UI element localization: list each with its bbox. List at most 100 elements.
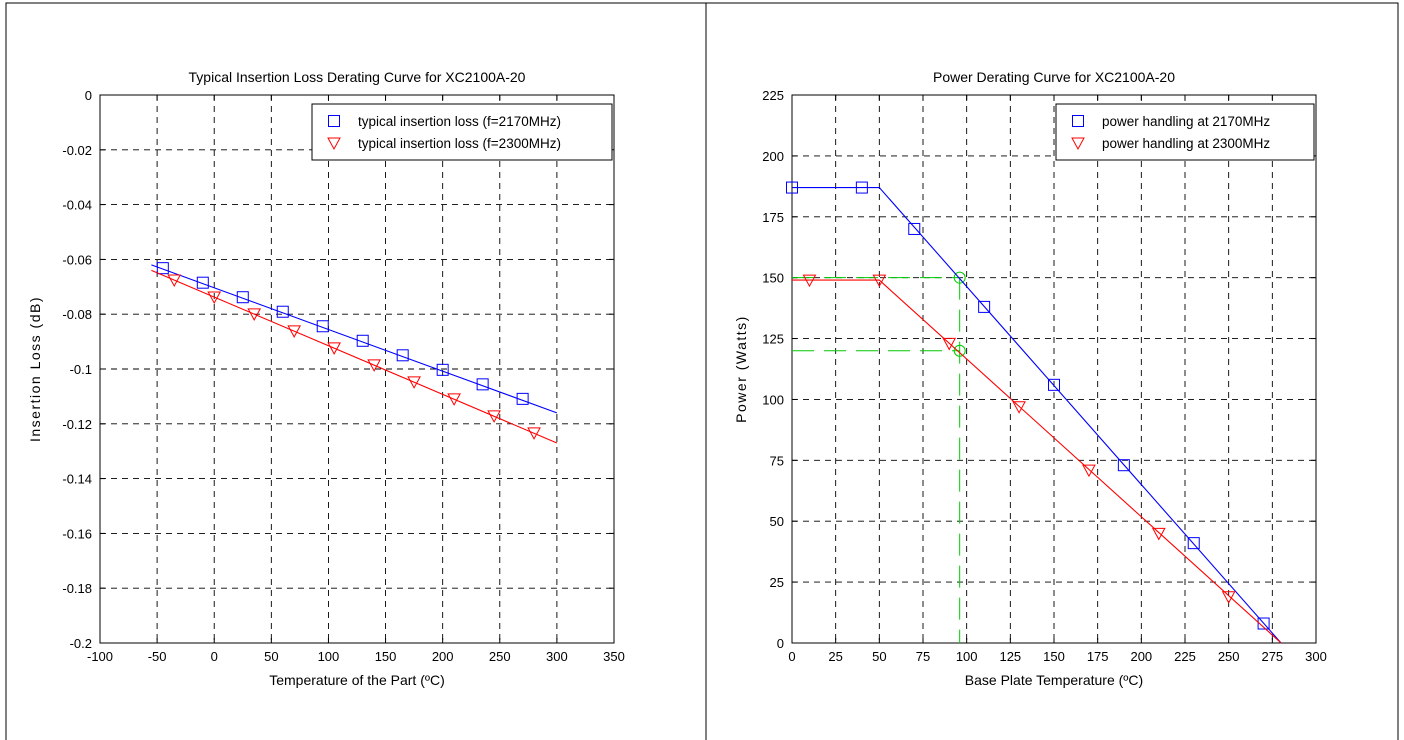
series-1-marker bbox=[316, 320, 329, 333]
series-2-marker bbox=[1151, 527, 1166, 541]
series-1-marker bbox=[516, 392, 529, 405]
x-tick-label: 50 bbox=[872, 649, 886, 664]
legend-entry: typical insertion loss (f=2300MHz) bbox=[358, 136, 561, 151]
series-2-marker bbox=[802, 274, 817, 288]
series-2-marker bbox=[1012, 401, 1026, 414]
x-tick-label: 50 bbox=[264, 649, 278, 664]
series-2-marker bbox=[447, 393, 461, 406]
x-tick-label: 75 bbox=[916, 649, 930, 664]
y-tick-label: -0.08 bbox=[62, 307, 92, 322]
x-tick-label: 250 bbox=[489, 649, 511, 664]
series-2-marker bbox=[247, 308, 262, 321]
x-axis-title: Base Plate Temperature (ºC) bbox=[965, 672, 1143, 688]
series-1-marker bbox=[908, 222, 921, 235]
series-2-marker bbox=[487, 410, 501, 423]
series-line-1 bbox=[792, 187, 1282, 644]
y-axis-title: Power (Watts) bbox=[733, 315, 749, 423]
y-tick-label: 200 bbox=[762, 149, 784, 164]
y-tick-label: 0 bbox=[777, 636, 784, 651]
series-1-marker bbox=[156, 262, 169, 275]
series-1-marker bbox=[978, 300, 991, 313]
series-2-marker bbox=[407, 376, 421, 389]
y-tick-label: 150 bbox=[762, 271, 784, 286]
x-tick-label: 175 bbox=[1087, 649, 1109, 664]
power-derating-chart: 0 25 50 75 100 125 150 175 200 225 250 275 300 0 25 50 7… bbox=[733, 69, 1327, 688]
series-1-marker bbox=[1187, 537, 1200, 550]
legend-marker bbox=[1072, 115, 1084, 127]
series-line-2 bbox=[151, 269, 558, 444]
series-2-marker bbox=[942, 337, 957, 351]
x-tick-label: 125 bbox=[999, 649, 1021, 664]
outer-border bbox=[5, 2, 1399, 740]
x-tick-label: 200 bbox=[1130, 649, 1152, 664]
y-tick-label: 225 bbox=[762, 88, 784, 103]
y-tick-label: -0.16 bbox=[62, 526, 92, 541]
x-tick-label: 200 bbox=[432, 649, 454, 664]
series-2-marker bbox=[167, 274, 182, 287]
y-tick-label: -0.04 bbox=[62, 198, 92, 213]
series-1-marker bbox=[196, 276, 209, 289]
y-tick-label: -0.18 bbox=[62, 581, 92, 596]
legend-marker bbox=[328, 115, 340, 127]
y-tick-label: 125 bbox=[762, 332, 784, 347]
legend-entry: power handling at 2300MHz bbox=[1102, 136, 1270, 151]
y-tick-label: -0.06 bbox=[62, 252, 92, 267]
x-tick-label: 0 bbox=[211, 649, 218, 664]
legend-box bbox=[311, 103, 613, 161]
series-line-1 bbox=[151, 264, 558, 414]
y-tick-label: 0 bbox=[85, 88, 92, 103]
series-1-marker bbox=[855, 181, 868, 194]
legend-box bbox=[1055, 103, 1315, 161]
series-1-marker bbox=[276, 305, 289, 318]
y-tick-label: -0.2 bbox=[70, 636, 92, 651]
y-tick-label: -0.14 bbox=[62, 472, 92, 487]
x-tick-label: 250 bbox=[1218, 649, 1240, 664]
y-tick-label: -0.12 bbox=[62, 417, 92, 432]
guide-circle bbox=[953, 271, 966, 284]
y-tick-label: 100 bbox=[762, 392, 784, 407]
y-tick-label: -0.1 bbox=[70, 362, 92, 377]
x-tick-label: 350 bbox=[603, 649, 625, 664]
legend-entry: typical insertion loss (f=2170MHz) bbox=[358, 114, 561, 129]
chart-title: Typical Insertion Loss Derating Curve fo… bbox=[189, 69, 526, 85]
x-tick-label: 275 bbox=[1261, 649, 1283, 664]
y-tick-label: 50 bbox=[770, 514, 784, 529]
y-axis-title: Insertion Loss (dB) bbox=[27, 296, 43, 442]
x-tick-label: 225 bbox=[1174, 649, 1196, 664]
guide-circle bbox=[953, 344, 966, 357]
series-2-marker bbox=[287, 325, 302, 338]
series-1-marker bbox=[1117, 459, 1130, 472]
insertion-loss-chart: -100 -50 0 50 100 150 200 250 300 350 0 -0.02 -0.04 -… bbox=[27, 69, 625, 688]
y-tick-label: 175 bbox=[762, 210, 784, 225]
x-tick-label: 100 bbox=[956, 649, 978, 664]
series-1-marker bbox=[786, 181, 798, 194]
chart-title: Power Derating Curve for XC2100A-20 bbox=[933, 69, 1175, 85]
series-2-marker bbox=[1082, 464, 1096, 478]
legend-marker bbox=[1071, 137, 1085, 151]
series-1-marker bbox=[1048, 378, 1060, 391]
series-1-marker bbox=[476, 378, 489, 391]
legend-entry: power handling at 2170MHz bbox=[1102, 114, 1270, 129]
series-2-marker bbox=[527, 427, 541, 440]
series-2-marker bbox=[207, 291, 222, 304]
series-1-marker bbox=[1257, 617, 1270, 630]
y-tick-label: -0.02 bbox=[62, 143, 92, 158]
legend-marker bbox=[327, 137, 341, 151]
series-1-marker bbox=[356, 334, 369, 347]
y-tick-label: 25 bbox=[770, 575, 784, 590]
x-tick-label: 300 bbox=[546, 649, 568, 664]
series-1-marker bbox=[436, 363, 449, 376]
x-tick-label: 0 bbox=[788, 649, 795, 664]
x-tick-label: 300 bbox=[1305, 649, 1327, 664]
series-line-2 bbox=[792, 279, 1282, 644]
series-2-marker bbox=[872, 274, 887, 288]
x-tick-label: 100 bbox=[318, 649, 340, 664]
y-tick-label: 75 bbox=[770, 453, 784, 468]
series-1-marker bbox=[396, 349, 409, 362]
x-tick-label: -50 bbox=[148, 649, 167, 664]
x-tick-label: 150 bbox=[375, 649, 397, 664]
series-2-marker bbox=[1221, 591, 1236, 604]
series-1-marker bbox=[236, 291, 249, 304]
series-2-marker bbox=[367, 359, 381, 372]
